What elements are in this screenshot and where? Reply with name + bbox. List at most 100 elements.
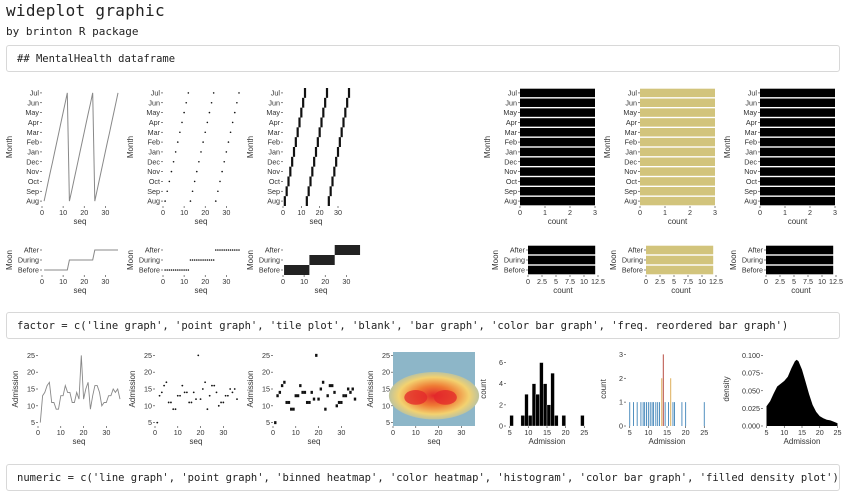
y-tick-label: Before [742,266,763,275]
bar [520,137,595,147]
data-point [193,259,196,261]
x-tick-label: 20 [682,428,690,437]
x-tick-label: 0 [644,277,648,286]
data-point [170,401,172,404]
bar [766,245,834,255]
data-point [224,394,227,397]
x-tick-label: 10 [57,428,65,437]
y-tick-label: 15 [27,385,35,394]
data-point [195,259,198,261]
x-tick-label: 15 [543,428,551,437]
bar [760,157,835,166]
y-tick-label: Apr [746,118,758,127]
code-block-dataframe: ## MentalHealth dataframe [6,45,840,72]
data-point [238,92,240,94]
x-tick-label: 0 [638,208,642,217]
y-tick-label: Nov [147,167,160,176]
bar [760,187,835,196]
data-point [197,354,200,357]
x-tick-label: 10 [580,277,588,286]
y-tick-label: After [748,246,764,255]
tile [327,196,330,206]
hist-bar [554,415,559,427]
x-tick-label: 1 [543,208,547,217]
heat-bin [315,353,318,357]
y-tick-label: 5 [148,418,152,427]
x-axis-label: Admission [784,437,821,446]
heat-blob [388,372,480,420]
tile [303,88,307,98]
x-tick-label: 0 [161,208,165,217]
bar [640,147,715,157]
y-axis-label: Month [246,136,255,158]
tile [344,107,347,118]
tile [325,88,329,98]
bar [760,108,835,117]
x-tick-label: 20 [201,277,209,286]
page-title: wideplot graphic [6,1,165,20]
hist-bar [524,394,529,427]
tile [284,265,310,275]
heat-bin [317,397,320,401]
data-point [225,249,228,251]
tile [346,97,349,108]
x-tick-label: 0 [758,208,762,217]
data-point [221,249,223,251]
data-point [233,388,236,390]
tile [298,117,301,128]
data-point [217,190,219,193]
y-tick-label: Sep [744,187,757,196]
y-tick-label: Jul [628,88,638,97]
x-tick-label: 10 [180,208,188,217]
bar [760,118,835,127]
y-tick-label: During [622,256,643,265]
data-point [229,131,232,134]
y-tick-label: Apr [506,118,518,127]
data-point [164,269,166,271]
x-tick-label: 10 [180,277,188,286]
data-point [192,391,195,394]
y-axis-label: Month [483,136,492,158]
bar [520,128,595,137]
x-tick-label: 20 [80,208,88,217]
y-tick-label: Sep [267,187,280,196]
x-tick-label: 3 [833,208,837,217]
data-point [174,269,177,271]
y-tick-label: Jul [30,88,40,97]
y-tick-label: After [510,246,526,255]
x-tick-label: 25 [580,428,588,437]
y-tick-label: 0 [499,422,503,431]
heat-bin [326,394,329,398]
code-text: factor = c('line graph', 'point graph', … [17,320,789,332]
y-tick-label: Aug [624,197,637,206]
data-point [220,401,222,404]
data-point [176,141,179,143]
y-tick-label: Oct [626,177,637,186]
y-tick-label: Feb [745,138,757,147]
y-tick-label: Mar [148,128,161,137]
code-block-factor: factor = c('line graph', 'point graph', … [6,312,840,339]
data-point [165,381,168,384]
data-point [214,200,217,202]
data-point [198,259,200,261]
data-point [219,249,221,251]
y-tick-label: May [503,108,517,117]
y-tick-label: 3 [619,350,623,359]
x-tick-label: 30 [342,277,350,286]
heat-bin [333,390,336,394]
bar [766,255,834,265]
data-point [202,259,204,261]
page-subtitle: by brinton R package [6,25,139,38]
y-axis-label: Month [603,136,612,158]
data-point [231,249,234,251]
tile [302,97,305,108]
x-tick-label: 3 [593,208,597,217]
data-point [181,269,183,271]
data-point [227,141,230,143]
y-axis-label: Moon [729,250,738,270]
data-point [199,398,202,400]
data-point [200,151,202,153]
data-point [204,259,207,261]
y-tick-label: 25 [144,351,152,360]
y-tick-label: Jul [151,88,161,97]
